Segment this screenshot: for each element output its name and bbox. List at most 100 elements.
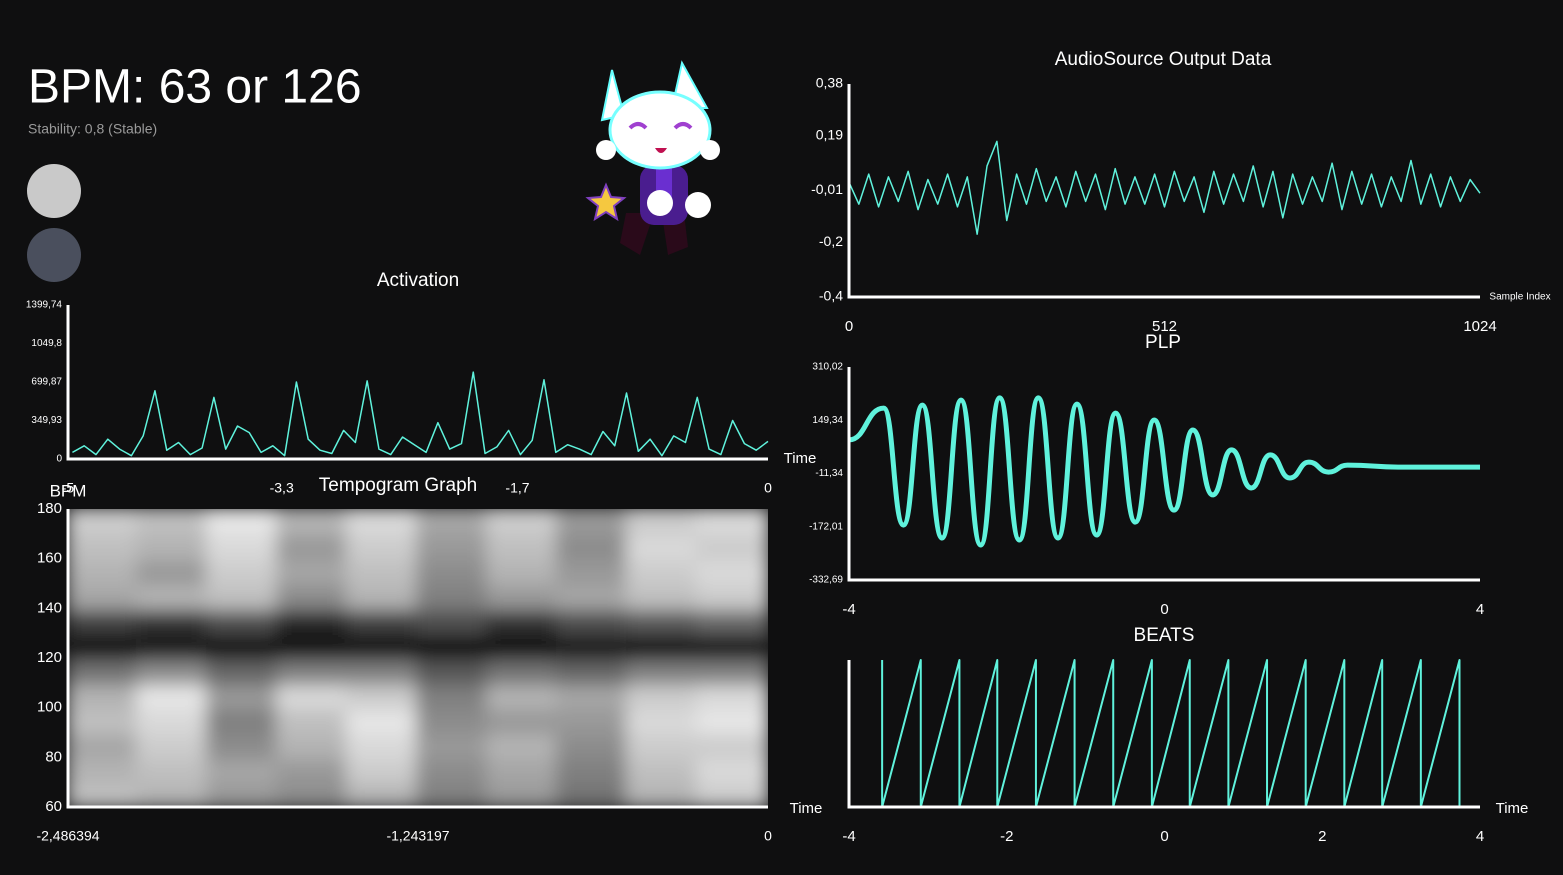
heatmap-cell [205, 631, 280, 660]
heatmap-cell [625, 531, 700, 561]
y-tick-label: 0 [56, 454, 62, 465]
heatmap-cell [345, 556, 420, 586]
heatmap-cell [696, 509, 768, 536]
heatmap-cell [415, 581, 490, 611]
y-tick-label: 120 [37, 649, 62, 666]
heatmap-cell [68, 656, 141, 685]
heatmap-cell [205, 730, 280, 760]
y-tick-label: -0,01 [811, 181, 843, 197]
heatmap-cell [68, 509, 141, 536]
heatmap-cell [345, 531, 420, 561]
y-tick-label: 140 [37, 599, 62, 616]
y-tick-label: -11,34 [815, 468, 843, 479]
heatmap-cell [696, 606, 768, 636]
heatmap-cell [555, 780, 630, 807]
heatmap-cell [696, 581, 768, 611]
heatmap-cell [345, 680, 420, 710]
y-tick-label: -0,4 [819, 288, 843, 304]
y-tick-label: 0,38 [816, 75, 843, 91]
x-tick-label: -1,7 [505, 480, 529, 496]
heatmap-cell [136, 509, 211, 536]
heatmap-cell [415, 730, 490, 760]
chart-title: AudioSource Output Data [1055, 49, 1272, 70]
heatmap-cell [205, 606, 280, 636]
x-tick-label: 0 [764, 480, 772, 496]
heatmap-cell [205, 656, 280, 685]
heatmap-cell [415, 656, 490, 685]
heatmap-cell [205, 755, 280, 785]
x-tick-label: 2 [1318, 828, 1326, 845]
heatmap-cell [276, 509, 351, 536]
heatmap-cell [345, 631, 420, 660]
heatmap-cell [345, 705, 420, 735]
heatmap-cell [696, 631, 768, 660]
heatmap-cell [276, 730, 351, 760]
heatmap-cell [555, 705, 630, 735]
heatmap-cell [345, 606, 420, 636]
y-tick-label: -0,2 [819, 233, 843, 249]
y-tick-label: 1399,74 [26, 300, 63, 311]
heatmap-cell [276, 556, 351, 586]
heatmap-cell [136, 780, 211, 807]
heatmap-cell [486, 680, 561, 710]
heatmap-cell [555, 556, 630, 586]
heatmap-cell [555, 680, 630, 710]
heatmap-cell [486, 606, 561, 636]
mascot [585, 60, 720, 255]
heatmap-cell [136, 730, 211, 760]
y-tick-label: 349,93 [31, 415, 62, 426]
heatmap-cell [555, 730, 630, 760]
heatmap-cell [136, 656, 211, 685]
heatmap-cell [625, 780, 700, 807]
heatmap-cell [276, 656, 351, 685]
heatmap-cell [68, 730, 141, 760]
chart-title: BEATS [1134, 625, 1195, 646]
heatmap-cell [345, 755, 420, 785]
y-tick-label: 100 [37, 699, 62, 716]
heatmap-cell [136, 606, 211, 636]
heatmap-cell [276, 780, 351, 807]
x-axis-label: Time [784, 450, 817, 467]
heatmap-cell [696, 705, 768, 735]
heatmap-cell [696, 556, 768, 586]
y-tick-label: 80 [45, 748, 62, 765]
heatmap-cell [276, 531, 351, 561]
heatmap-cell [555, 581, 630, 611]
x-tick-label: 0 [764, 828, 772, 844]
heatmap-cell [345, 581, 420, 611]
heatmap-cell [68, 680, 141, 710]
heatmap-cell [486, 755, 561, 785]
y-tick-label: 310,02 [812, 362, 843, 373]
chart-title: PLP [1145, 332, 1181, 353]
heatmap-cell [486, 509, 561, 536]
heatmap-cell [625, 581, 700, 611]
y-tick-label: -332,69 [809, 575, 843, 586]
heatmap-cell [276, 680, 351, 710]
heatmap-cell [415, 606, 490, 636]
y-tick-label: 160 [37, 550, 62, 567]
heatmap-cell [486, 581, 561, 611]
heatmap-cell [696, 531, 768, 561]
x-tick-label: 0 [845, 318, 853, 335]
heatmap-cell [625, 656, 700, 685]
heatmap-cell [415, 680, 490, 710]
heatmap-cell [136, 705, 211, 735]
chart-title: Tempogram Graph [319, 475, 477, 496]
heatmap-cell [345, 780, 420, 807]
x-tick-label: 512 [1152, 318, 1177, 335]
heatmap-cell [486, 556, 561, 586]
x-tick-label: -5 [62, 480, 75, 496]
heatmap-cell [205, 780, 280, 807]
heatmap-cell [205, 556, 280, 586]
stability-readout: Stability: 0,8 (Stable) [28, 121, 157, 137]
x-tick-label: 4 [1476, 601, 1484, 618]
heatmap-cell [68, 581, 141, 611]
heatmap-cell [136, 531, 211, 561]
heatmap-cell [136, 581, 211, 611]
heatmap-cell [696, 656, 768, 685]
heatmap-cell [415, 531, 490, 561]
x-tick-label: -2,486394 [36, 828, 99, 844]
data-line [881, 659, 1461, 808]
y-tick-label: 60 [45, 798, 62, 815]
x-tick-label: -2 [1000, 828, 1013, 845]
